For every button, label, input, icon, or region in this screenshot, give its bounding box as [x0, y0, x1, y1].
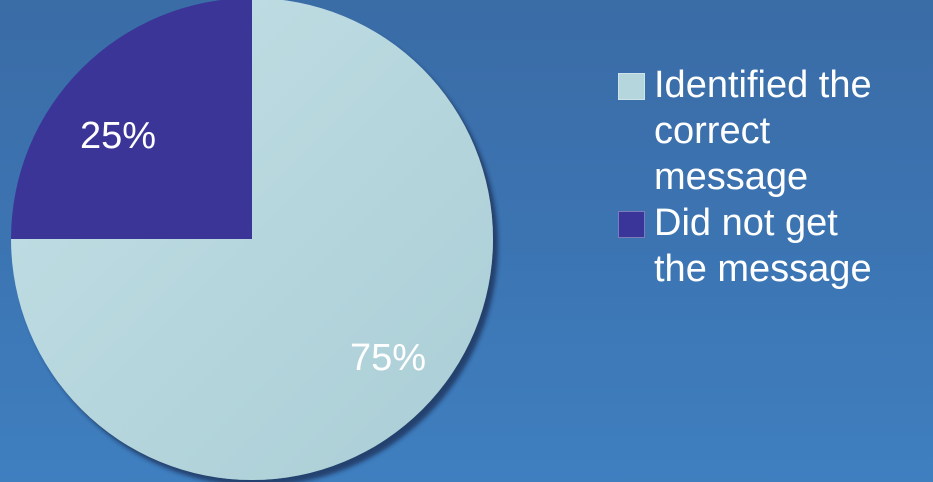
legend-item-identified: Identified the correct message: [618, 62, 930, 200]
legend-swatch-did-not-get: [618, 211, 645, 238]
pie-label-did-not-get: 25%: [80, 115, 156, 157]
legend-label-did-not-get-line2: the message: [654, 246, 930, 292]
legend-swatch-identified: [618, 73, 645, 100]
legend-label-identified-line1: Identified the: [654, 62, 930, 108]
pie-label-identified: 75%: [350, 337, 426, 379]
legend-label-did-not-get-line1: Did not get: [654, 200, 930, 246]
legend-item-did-not-get: Did not get the message: [618, 200, 930, 292]
pie-chart: 75% 25%: [0, 0, 520, 482]
pie-slices: [11, 0, 493, 480]
legend-label-identified-line3: message: [654, 154, 930, 200]
legend-label-identified-line2: correct: [654, 108, 930, 154]
legend: Identified the correct message Did not g…: [618, 62, 930, 292]
